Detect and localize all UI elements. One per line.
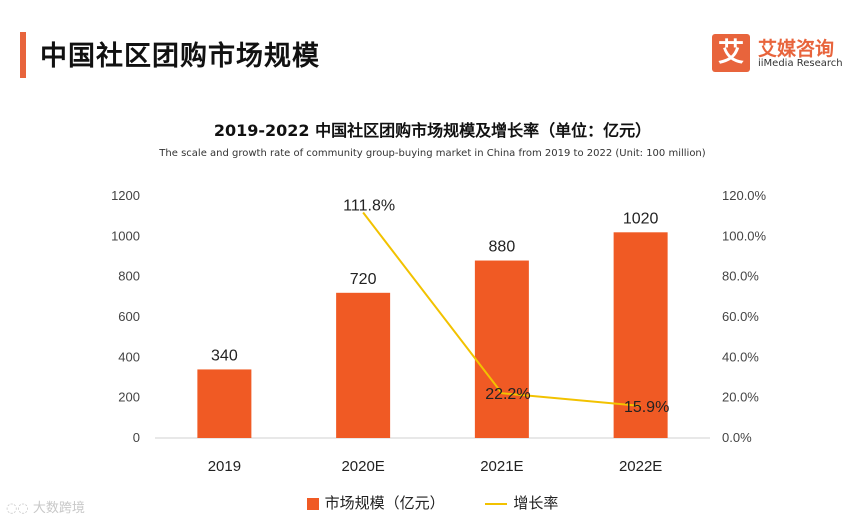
watermark-icon: ◌◌ [6,501,33,516]
page-title: 中国社区团购市场规模 [40,41,320,72]
y-right-tick-label: 100.0% [722,228,767,243]
bar [474,260,529,438]
header-accent-bar [20,32,26,78]
bar-value-label: 1020 [623,210,659,227]
x-tick-label: 2021E [480,458,523,475]
watermark-text: 大数跨境 [32,501,85,516]
legend-line-swatch [485,502,508,505]
brand-logo-icon: 艾 [712,34,750,72]
y-left-tick-label: 600 [118,309,140,324]
brand-name: 艾媒咨询 [758,38,835,60]
bar-value-label: 720 [350,271,377,288]
line-value-label: 111.8% [343,198,395,215]
y-right-tick-label: 20.0% [722,390,759,405]
x-tick-label: 2020E [341,458,384,475]
y-right-tick-label: 40.0% [722,349,759,364]
y-left-tick-label: 1000 [111,228,140,243]
y-left-tick-label: 0 [133,430,140,445]
brand-logo-block: 艾 艾媒咨询 iiMedia Research [712,34,854,74]
chart-title: 2019-2022 中国社区团购市场规模及增长率（单位：亿元） [213,121,652,140]
bar [336,292,391,438]
y-right-tick-label: 0.0% [722,430,752,445]
legend-bar-swatch [306,497,319,510]
y-left-tick-label: 400 [118,349,140,364]
watermark: ◌◌ 大数跨境 [6,497,85,516]
bar-value-label: 340 [211,347,238,364]
bar-value-label: 880 [489,239,516,256]
brand-subtitle: iiMedia Research [758,58,843,69]
growth-rate-line [362,211,641,407]
x-tick-label: 2022E [619,458,662,475]
y-left-tick-label: 800 [118,269,140,284]
chart-legend: 市场规模（亿元） 增长率 [0,492,865,513]
line-value-label: 22.2% [485,386,530,403]
bar [197,369,252,438]
y-right-tick-label: 60.0% [722,309,759,324]
legend-line-label: 增长率 [513,494,559,512]
legend-item-bar: 市场规模（亿元） [306,492,445,513]
legend-bar-label: 市场规模（亿元） [324,494,445,512]
y-left-tick-label: 200 [118,390,140,405]
y-right-tick-label: 120.0% [722,188,767,203]
line-value-label: 15.9% [624,399,669,416]
y-right-tick-label: 80.0% [722,269,759,284]
y-left-tick-label: 1200 [111,188,140,203]
x-tick-label: 2019 [208,458,241,475]
legend-item-line: 增长率 [485,492,558,513]
chart-subtitle: The scale and growth rate of community g… [159,148,706,159]
